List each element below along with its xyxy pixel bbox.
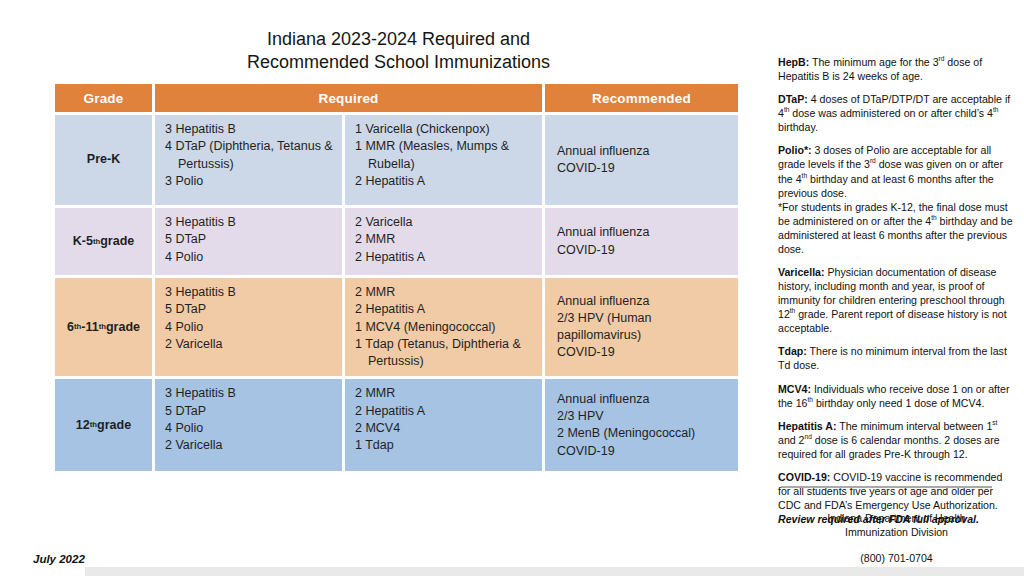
dose-item: 1 MCV4 (Meningococcal) bbox=[355, 319, 534, 336]
required-doses-cell-1: 3 Hepatitis B4 DTaP (Diphtheria, Tetanus… bbox=[155, 115, 342, 205]
grade-cell: K-5th grade bbox=[55, 208, 152, 275]
org-name-line2: Immunization Division bbox=[778, 525, 1015, 539]
org-name-line1: Indiana Department of Health bbox=[778, 511, 1015, 525]
dose-item: 3 Hepatitis B bbox=[165, 214, 334, 231]
page-title: Indiana 2023-2024 Required and Recommend… bbox=[55, 28, 742, 75]
dose-item: 2 Varicella bbox=[165, 336, 334, 353]
vaccine-note: Tdap: There is no minimum interval from … bbox=[778, 344, 1015, 372]
dose-item: 4 Polio bbox=[165, 420, 334, 437]
dose-item: 4 DTaP (Diphtheria, Tetanus & Pertussis) bbox=[165, 138, 334, 173]
dose-item: 4 Polio bbox=[165, 319, 334, 336]
dose-item: 3 Polio bbox=[165, 173, 334, 190]
separator-line bbox=[781, 486, 992, 488]
recommended-item: COVID-19 bbox=[557, 443, 730, 460]
vaccine-note: Varicella: Physician documentation of di… bbox=[778, 265, 1015, 335]
phone-number: (800) 701-0704 bbox=[778, 551, 1015, 565]
dose-item: 5 DTaP bbox=[165, 231, 334, 248]
required-doses-cell-2: 2 MMR2 Hepatitis A2 MCV41 Tdap bbox=[345, 379, 542, 471]
dose-item: 2 Varicella bbox=[165, 437, 334, 454]
recommended-item: COVID-19 bbox=[557, 344, 730, 361]
immunization-table: Grade Required Recommended Pre-K3 Hepati… bbox=[55, 84, 741, 471]
vaccine-note: Polio*: 3 doses of Polio are acceptable … bbox=[778, 143, 1015, 256]
dose-item: 2 MMR bbox=[355, 231, 534, 248]
dose-item: 2 MMR bbox=[355, 284, 534, 301]
grade-cell: 6th-11th grade bbox=[55, 278, 152, 376]
recommended-cell: Annual influenza2/3 HPV (Human papilloma… bbox=[545, 278, 738, 376]
footer-org: Indiana Department of Health Immunizatio… bbox=[778, 511, 1015, 565]
dose-item: 1 Tdap (Tetanus, Diphtheria & Pertussis) bbox=[355, 336, 534, 371]
bottom-strip bbox=[85, 567, 1024, 576]
required-doses-cell-2: 1 Varicella (Chickenpox)1 MMR (Measles, … bbox=[345, 115, 542, 205]
page-title-line2: Recommended School Immunizations bbox=[55, 51, 742, 74]
vaccine-note: Hepatitis A: The minimum interval betwee… bbox=[778, 419, 1015, 461]
required-doses-cell-1: 3 Hepatitis B5 DTaP4 Polio2 Varicella bbox=[155, 379, 342, 471]
recommended-item: COVID-19 bbox=[557, 160, 730, 177]
dose-item: 5 DTaP bbox=[165, 301, 334, 318]
header-cell-recommended: Recommended bbox=[545, 84, 738, 112]
recommended-item: COVID-19 bbox=[557, 242, 730, 259]
dose-item: 2 MMR bbox=[355, 385, 534, 402]
recommended-cell: Annual influenza2/3 HPV2 MenB (Meningoco… bbox=[545, 379, 738, 471]
dose-item: 2 Varicella bbox=[355, 214, 534, 231]
document-page: Indiana 2023-2024 Required and Recommend… bbox=[0, 0, 1024, 576]
recommended-item: Annual influenza bbox=[557, 391, 730, 408]
grade-cell: Pre-K bbox=[55, 115, 152, 205]
required-doses-cell-2: 2 MMR2 Hepatitis A1 MCV4 (Meningococcal)… bbox=[345, 278, 542, 376]
dose-item: 1 Tdap bbox=[355, 437, 534, 454]
dose-item: 1 Varicella (Chickenpox) bbox=[355, 121, 534, 138]
dose-item: 3 Hepatitis B bbox=[165, 121, 334, 138]
dose-item: 2 MCV4 bbox=[355, 420, 534, 437]
dose-item: 3 Hepatitis B bbox=[165, 284, 334, 301]
dose-item: 2 Hepatitis A bbox=[355, 249, 534, 266]
vaccine-note: MCV4: Individuals who receive dose 1 on … bbox=[778, 382, 1015, 410]
page-title-line1: Indiana 2023-2024 Required and bbox=[55, 28, 742, 51]
dose-item: 2 Hepatitis A bbox=[355, 403, 534, 420]
recommended-cell: Annual influenzaCOVID-19 bbox=[545, 208, 738, 275]
vaccine-note: DTaP: 4 doses of DTaP/DTP/DT are accepta… bbox=[778, 92, 1015, 134]
dose-item: 3 Hepatitis B bbox=[165, 385, 334, 402]
required-doses-cell-1: 3 Hepatitis B5 DTaP4 Polio2 Varicella bbox=[155, 278, 342, 376]
recommended-item: Annual influenza bbox=[557, 224, 730, 241]
dose-item: 2 Hepatitis A bbox=[355, 301, 534, 318]
vaccine-note: HepB: The minimum age for the 3rd dose o… bbox=[778, 55, 1015, 83]
grade-cell: 12th grade bbox=[55, 379, 152, 471]
recommended-item: Annual influenza bbox=[557, 143, 730, 160]
required-doses-cell-2: 2 Varicella2 MMR2 Hepatitis A bbox=[345, 208, 542, 275]
recommended-cell: Annual influenzaCOVID-19 bbox=[545, 115, 738, 205]
dose-item: 4 Polio bbox=[165, 249, 334, 266]
date-label: July 2022 bbox=[33, 553, 85, 565]
header-cell-required: Required bbox=[155, 84, 542, 112]
recommended-item: 2/3 HPV bbox=[557, 408, 730, 425]
dose-item: 5 DTaP bbox=[165, 403, 334, 420]
dose-item: 2 Hepatitis A bbox=[355, 173, 534, 190]
required-doses-cell-1: 3 Hepatitis B5 DTaP4 Polio bbox=[155, 208, 342, 275]
recommended-item: Annual influenza bbox=[557, 293, 730, 310]
recommended-item: 2/3 HPV (Human papillomavirus) bbox=[557, 310, 730, 345]
dose-item: 1 MMR (Measles, Mumps & Rubella) bbox=[355, 138, 534, 173]
recommended-item: 2 MenB (Meningococcal) bbox=[557, 425, 730, 442]
header-cell-grade: Grade bbox=[55, 84, 152, 112]
notes-panel: HepB: The minimum age for the 3rd dose o… bbox=[778, 55, 1015, 535]
